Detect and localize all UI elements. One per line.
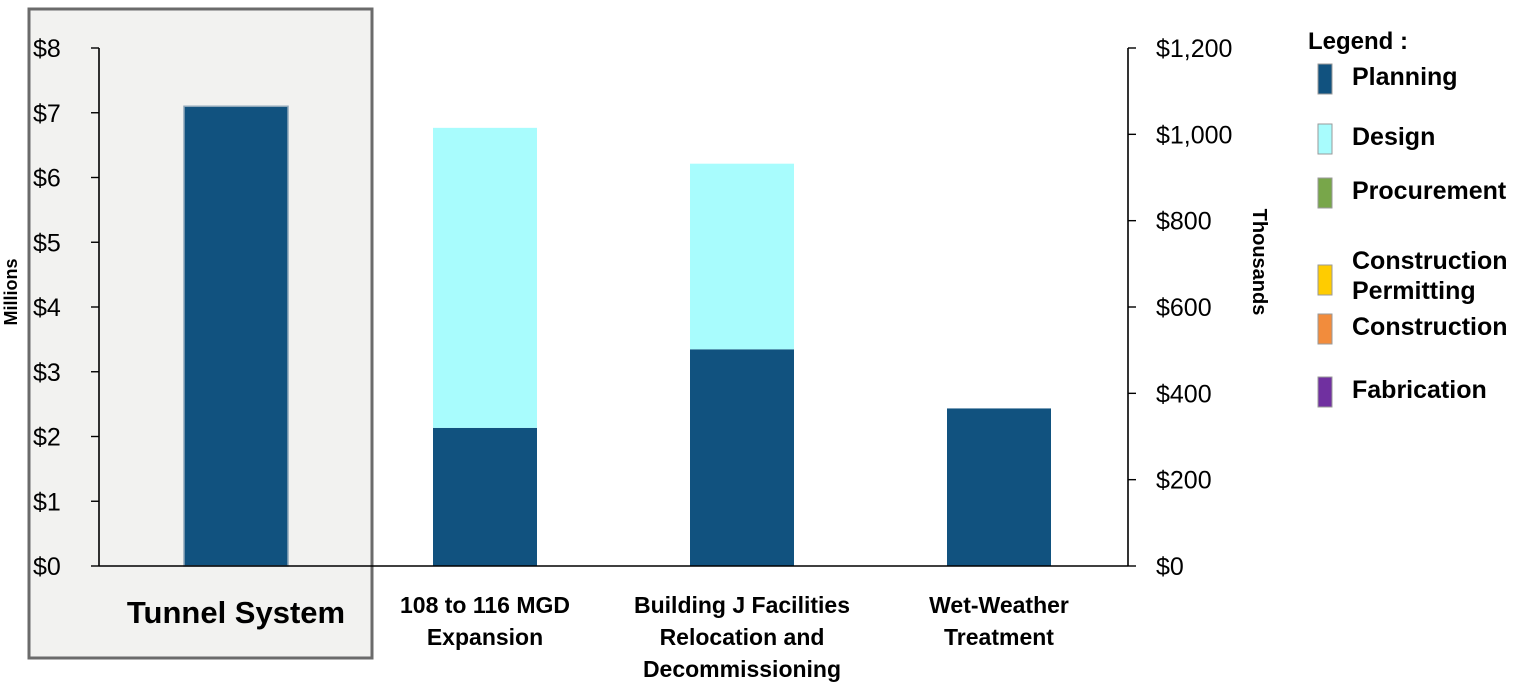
legend-label: Procurement	[1352, 177, 1507, 205]
bar-planning	[690, 349, 794, 566]
legend-label: Construction Permitting	[1352, 247, 1508, 305]
legend-swatch	[1317, 177, 1333, 209]
legend-swatch	[1317, 313, 1333, 345]
left-tick-label: $5	[33, 229, 61, 257]
right-tick-label: $0	[1156, 553, 1184, 581]
left-axis-ticks: $0 $1 $2 $3 $4 $5 $6 $7 $8	[33, 35, 99, 581]
category-labels: Tunnel System 108 to 116 MGD Expansion Buil…	[127, 592, 1069, 682]
left-tick-label: $7	[33, 100, 61, 128]
left-tick-label: $3	[33, 359, 61, 387]
bars-group	[183, 105, 1051, 567]
left-tick-label: $6	[33, 165, 61, 193]
right-axis-label: Thousands	[1248, 209, 1270, 316]
right-tick-label: $400	[1156, 380, 1212, 408]
right-tick-label: $1,000	[1156, 121, 1232, 149]
right-tick-label: $200	[1156, 467, 1212, 495]
category-label: Wet-Weather Treatment	[929, 592, 1069, 650]
bar-planning	[183, 105, 289, 567]
legend-label: Fabrication	[1352, 376, 1487, 404]
category-label: Building J Facilities Relocation and Decom…	[634, 592, 850, 682]
left-tick-label: $4	[33, 294, 61, 322]
right-axis-ticks: $0 $200 $400 $600 $800 $1,000 $1,200	[1128, 35, 1232, 581]
bar-design	[433, 127, 537, 428]
bar-design	[690, 163, 794, 350]
legend-swatch	[1317, 63, 1333, 95]
legend: Legend : Planning Design Procurement Constr…	[1308, 28, 1508, 408]
bar-planning	[947, 408, 1051, 566]
legend-label: Planning	[1352, 63, 1458, 91]
bar-planning	[433, 427, 537, 566]
left-tick-label: $0	[33, 553, 61, 581]
legend-swatch	[1317, 376, 1333, 408]
left-tick-label: $8	[33, 35, 61, 63]
left-axis-label: Millions	[1, 259, 21, 326]
legend-label: Design	[1352, 123, 1435, 151]
left-tick-label: $2	[33, 424, 61, 452]
right-tick-label: $1,200	[1156, 35, 1232, 63]
category-label: Tunnel System	[127, 595, 345, 630]
legend-swatch	[1317, 264, 1333, 296]
legend-title: Legend :	[1308, 28, 1408, 55]
legend-swatch	[1317, 123, 1333, 155]
left-tick-label: $1	[33, 488, 61, 516]
right-tick-label: $600	[1156, 294, 1212, 322]
category-label: 108 to 116 MGD Expansion	[400, 592, 570, 650]
legend-label: Construction	[1352, 313, 1508, 341]
right-tick-label: $800	[1156, 208, 1212, 236]
